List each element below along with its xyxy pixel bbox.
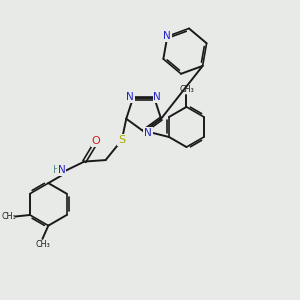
Text: O: O [92,136,100,146]
Text: N: N [154,92,161,102]
Text: CH₃: CH₃ [179,85,194,94]
Text: N: N [164,31,171,41]
Text: CH₃: CH₃ [35,240,50,249]
Text: N: N [126,92,134,102]
Text: H: H [53,165,60,176]
Text: S: S [118,135,125,145]
Text: N: N [58,165,65,176]
Text: CH₃: CH₃ [2,212,17,221]
Text: N: N [144,128,152,138]
